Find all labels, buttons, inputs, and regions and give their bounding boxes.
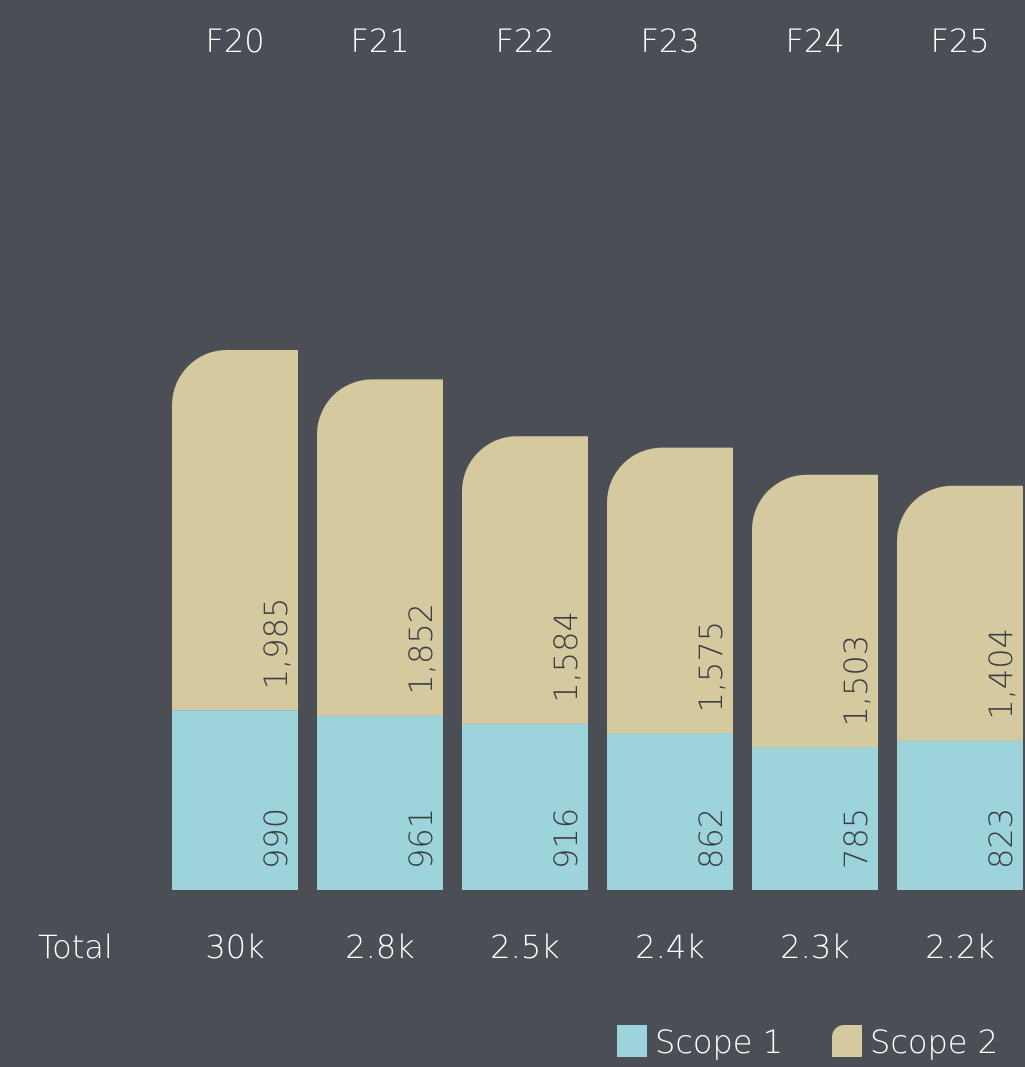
bar-segment — [897, 485, 1023, 741]
value-label: 1,985 — [257, 598, 295, 690]
value-label: 1,503 — [837, 635, 875, 727]
category-label: F21 — [350, 22, 409, 60]
value-label: 785 — [837, 808, 875, 869]
bar-segment — [317, 379, 443, 716]
value-label: 916 — [547, 808, 585, 869]
legend-swatch — [617, 1025, 647, 1057]
legend-swatch — [832, 1025, 862, 1057]
category-label: F23 — [640, 22, 699, 60]
bar-segment — [752, 474, 878, 748]
total-label: 2.5k — [490, 928, 559, 966]
value-label: 1,404 — [982, 628, 1020, 720]
value-label: 1,575 — [692, 621, 730, 713]
total-label: 30k — [205, 928, 264, 966]
value-label: 1,852 — [402, 603, 440, 695]
category-label: F22 — [495, 22, 554, 60]
bar-segment — [897, 740, 1023, 890]
bar-segment — [462, 436, 588, 724]
total-label: 2.3k — [780, 928, 849, 966]
bar-segment — [607, 447, 733, 734]
legend-label: Scope 2 — [870, 1023, 998, 1061]
bar-segment — [172, 350, 298, 711]
value-label: 961 — [402, 808, 440, 869]
bar-segment — [317, 715, 443, 890]
category-label: F25 — [930, 22, 989, 60]
total-label: 2.2k — [925, 928, 994, 966]
totals-title: Total — [38, 928, 113, 966]
bar-segment — [607, 733, 733, 890]
value-label: 990 — [257, 808, 295, 869]
legend-label: Scope 1 — [655, 1023, 783, 1061]
category-label: F24 — [785, 22, 844, 60]
value-label: 862 — [692, 808, 730, 869]
category-label: F20 — [205, 22, 264, 60]
value-label: 1,584 — [547, 611, 585, 703]
total-label: 2.8k — [345, 928, 414, 966]
value-label: 823 — [982, 808, 1020, 869]
total-label: 2.4k — [635, 928, 704, 966]
bar-segment — [172, 710, 298, 890]
bar-segment — [752, 747, 878, 890]
bar-segment — [462, 723, 588, 890]
